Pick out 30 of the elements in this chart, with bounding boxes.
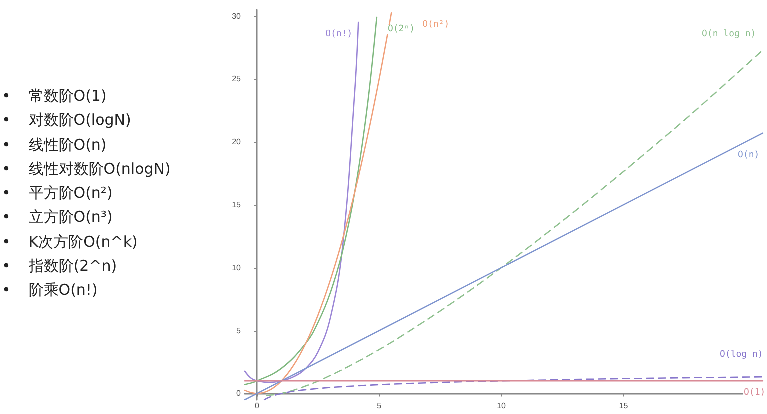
series-label: O(n log n): [702, 29, 756, 40]
series-label: O(n): [738, 150, 760, 160]
y-tick-label: 20: [232, 138, 242, 147]
text: • 平方阶O(n²): [2, 183, 113, 204]
y-tick-label: 15: [232, 200, 242, 210]
series-label: O(1): [744, 388, 766, 398]
y-tick-label: 5: [236, 326, 242, 336]
y-tick-label: 25: [232, 74, 242, 84]
x-tick-label: 15: [619, 402, 629, 410]
text: • 对数阶O(logN): [1, 110, 132, 132]
x-tick-label: 5: [377, 402, 382, 410]
line-series: [266, 50, 764, 396]
y-tick-label: 10: [232, 263, 242, 272]
text: O(n²): [422, 20, 450, 30]
x-tick-label: 10: [497, 402, 507, 410]
text: • 立方阶O(n³): [2, 207, 113, 228]
text: • 阶乘O(n!): [1, 280, 99, 302]
line-series: [264, 376, 764, 401]
text: • 常数阶O(1): [1, 86, 108, 107]
series-label: O(2ⁿ): [388, 24, 416, 35]
text: • 线性阶O(n): [2, 134, 107, 156]
y-tick-label: 0: [236, 389, 242, 398]
text: • 线性对数阶O(nlogN): [1, 158, 172, 180]
line-series: [244, 22, 360, 384]
text: • K次方阶O(n^k): [1, 232, 139, 253]
series-label: O(log n): [720, 350, 764, 360]
series-label: O(n!): [326, 30, 353, 40]
y-tick-label: 30: [232, 12, 242, 21]
text: • 指数阶(2^n): [2, 256, 118, 278]
x-tick-label: 0: [254, 402, 260, 410]
